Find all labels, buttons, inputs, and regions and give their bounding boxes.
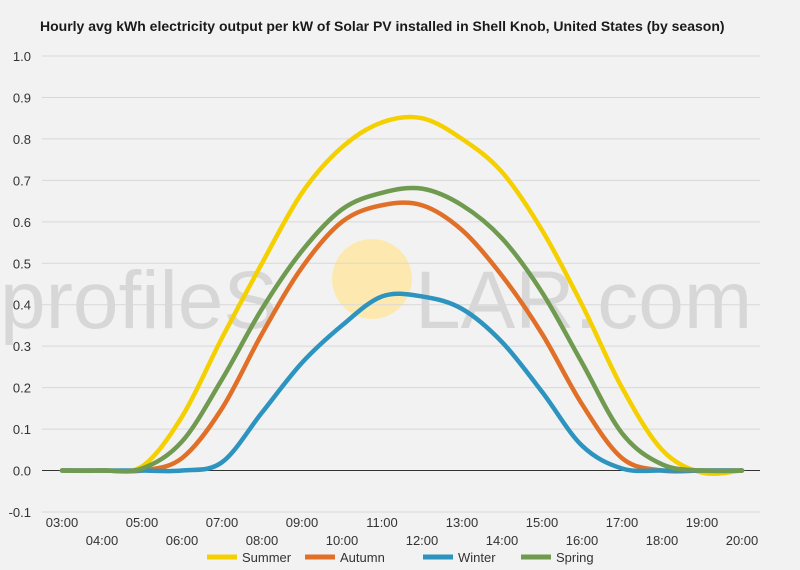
x-tick-label: 16:00: [566, 533, 599, 548]
x-tick-label: 15:00: [526, 515, 559, 530]
x-tick-label: 05:00: [126, 515, 159, 530]
x-tick-label: 17:00: [606, 515, 639, 530]
legend-label-spring: Spring: [556, 550, 594, 565]
y-axis-ticks: -0.1 0.0 0.1 0.2 0.3 0.4 0.5 0.6 0.7 0.8 0.9 1.0: [9, 49, 31, 520]
y-tick-label: -0.1: [9, 505, 31, 520]
y-tick-label: 0.2: [13, 381, 31, 396]
legend: Summer Autumn Winter Spring: [207, 550, 594, 565]
x-tick-label: 08:00: [246, 533, 279, 548]
x-axis-ticks: 03:00 04:00 05:00 06:00 07:00 08:00 09:00 10:00…: [46, 515, 759, 548]
x-tick-label: 13:00: [446, 515, 479, 530]
x-tick-label: 14:00: [486, 533, 519, 548]
series-line-spring: [59, 185, 745, 474]
legend-label-summer: Summer: [242, 550, 292, 565]
chart-title: Hourly avg kWh electricity output per kW…: [40, 18, 725, 34]
legend-label-autumn: Autumn: [340, 550, 385, 565]
y-tick-label: 0.1: [13, 422, 31, 437]
y-tick-label: 0.8: [13, 132, 31, 147]
watermark: profileS LAR.com: [0, 239, 752, 346]
y-tick-label: 0.3: [13, 339, 31, 354]
watermark-text-left: profileS: [0, 255, 278, 346]
series-line-autumn: [59, 200, 745, 474]
x-tick-label: 18:00: [646, 533, 679, 548]
x-tick-label: 12:00: [406, 533, 439, 548]
x-tick-label: 07:00: [206, 515, 239, 530]
gridlines: [42, 55, 760, 513]
y-tick-label: 0.4: [13, 298, 31, 313]
x-tick-label: 04:00: [86, 533, 119, 548]
series-line-summer: [59, 114, 745, 477]
y-tick-label: 1.0: [13, 49, 31, 64]
x-tick-label: 20:00: [726, 533, 759, 548]
legend-label-winter: Winter: [458, 550, 496, 565]
x-tick-label: 06:00: [166, 533, 199, 548]
watermark-text-right: LAR.com: [415, 255, 752, 346]
y-tick-label: 0.5: [13, 256, 31, 271]
y-tick-label: 0.0: [13, 464, 31, 479]
y-tick-label: 0.9: [13, 90, 31, 105]
y-tick-label: 0.7: [13, 173, 31, 188]
sun-icon: [332, 239, 412, 319]
x-tick-label: 09:00: [286, 515, 319, 530]
x-tick-label: 19:00: [686, 515, 719, 530]
x-tick-label: 11:00: [366, 515, 398, 530]
series-line-winter: [59, 291, 745, 474]
x-tick-label: 10:00: [326, 533, 359, 548]
x-tick-label: 03:00: [46, 515, 79, 530]
series-lines: [59, 114, 745, 477]
y-tick-label: 0.6: [13, 215, 31, 230]
